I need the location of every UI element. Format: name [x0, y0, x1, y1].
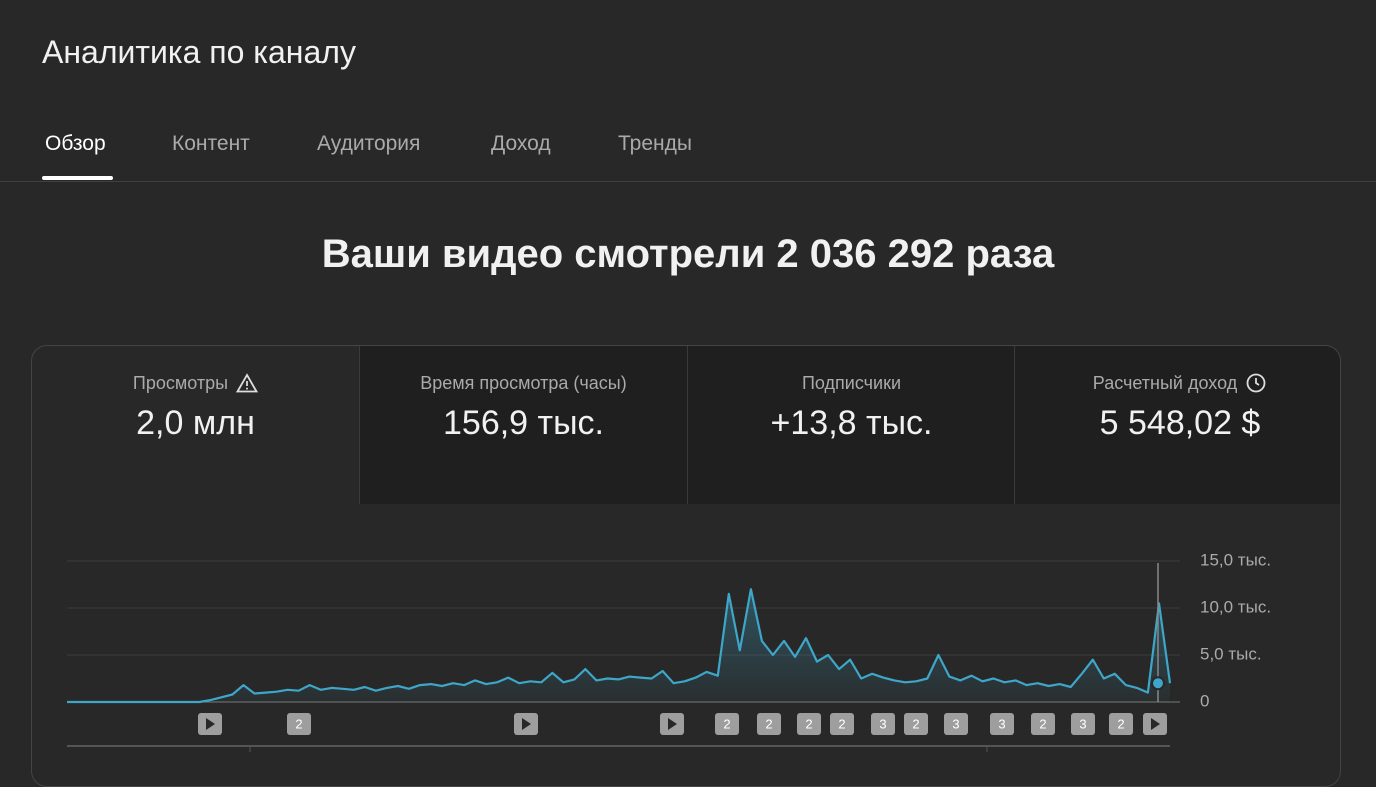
play-icon: [522, 718, 531, 730]
badge-count: 3: [879, 716, 886, 731]
video-badge[interactable]: 2: [715, 713, 739, 735]
metric-label: Расчетный доход: [1092, 372, 1238, 393]
badge-count: 2: [805, 716, 812, 731]
video-badge[interactable]: 3: [1071, 713, 1095, 735]
video-marker[interactable]: [660, 713, 684, 735]
tab[interactable]: Тренды: [618, 132, 692, 155]
metric-value: 156,9 тыс.: [443, 404, 604, 442]
badge-count: 2: [838, 716, 845, 731]
metric[interactable]: Просмотры 2,0 млн: [32, 346, 359, 504]
y-tick-label: 15,0 тыс.: [1200, 550, 1271, 569]
page: Analytics { "header": {"title": "Аналити…: [0, 34, 1376, 787]
badge-count: 3: [1079, 716, 1086, 731]
video-badge[interactable]: 2: [1031, 713, 1055, 735]
line: [67, 588, 1172, 704]
badge-box: [1031, 713, 1055, 735]
badge-box: [287, 713, 311, 735]
badge-box: [990, 713, 1014, 735]
metric[interactable]: Время просмотра (часы) 156,9 тыс.: [359, 346, 687, 504]
tab[interactable]: Обзор: [45, 132, 106, 155]
chart: 0 5,0 тыс. 10,0 тыс. 15,0 тыс. 2 2 2 2 2 3 2 3 3 2 3 2: [67, 550, 1271, 752]
badge-count: 2: [295, 716, 302, 731]
clock-icon: [1246, 373, 1266, 393]
metric-label: Время просмотра (часы): [420, 372, 627, 393]
metric-value: 2,0 млн: [136, 404, 255, 442]
warning-icon: [236, 373, 259, 393]
metric[interactable]: Расчетный доход 5 548,02 $: [1014, 346, 1340, 504]
video-badge[interactable]: 3: [944, 713, 968, 735]
page-title: Аналитика по каналу: [42, 34, 356, 70]
video-marker[interactable]: [198, 713, 222, 735]
badge-count: 2: [1117, 716, 1124, 731]
metric-value: +13,8 тыс.: [770, 404, 933, 442]
hover-point: [1151, 676, 1165, 691]
metric-label: Просмотры: [132, 372, 229, 393]
badge-box: [871, 713, 895, 735]
metric-value: 5 548,02 $: [1099, 404, 1261, 442]
tab[interactable]: Доход: [491, 132, 551, 155]
play-icon: [206, 718, 215, 730]
play-icon: [668, 718, 677, 730]
y-tick-label: 10,0 тыс.: [1200, 597, 1271, 616]
badge-box: [904, 713, 928, 735]
badge-box: [1071, 713, 1095, 735]
video-badge[interactable]: 2: [797, 713, 821, 735]
badge-count: 2: [765, 716, 772, 731]
badge-count: 3: [998, 716, 1005, 731]
metric-label: Подписчики: [801, 372, 902, 393]
analytics-page: Аналитика по каналу Обзор Контент Аудито…: [0, 34, 1376, 787]
video-marker[interactable]: [514, 713, 538, 735]
video-badge[interactable]: 2: [830, 713, 854, 735]
badge-box: [757, 713, 781, 735]
tab[interactable]: Контент: [172, 132, 250, 155]
badge-count: 2: [912, 716, 919, 731]
badge-count: 2: [723, 716, 730, 731]
badge-count: 2: [1039, 716, 1046, 731]
tab[interactable]: Аудитория: [317, 132, 421, 155]
metrics-card: Просмотры 2,0 млн Время просмотра (часы)…: [31, 345, 1341, 787]
y-tick-label: 0: [1200, 691, 1209, 710]
divider: [0, 181, 1376, 182]
y-tick-label: 5,0 тыс.: [1200, 644, 1262, 663]
video-badge[interactable]: 2: [757, 713, 781, 735]
video-badge[interactable]: 2: [287, 713, 311, 735]
video-marker[interactable]: [1143, 713, 1167, 735]
badge-box: [830, 713, 854, 735]
video-badge[interactable]: 3: [871, 713, 895, 735]
area: [67, 589, 1170, 702]
badge-box: [1109, 713, 1133, 735]
badge-box: [797, 713, 821, 735]
video-badge[interactable]: 3: [990, 713, 1014, 735]
metric[interactable]: Подписчики +13,8 тыс.: [687, 346, 1015, 504]
video-badge[interactable]: 2: [1109, 713, 1133, 735]
video-badge[interactable]: 2: [904, 713, 928, 735]
badge-box: [715, 713, 739, 735]
badge-count: 3: [952, 716, 959, 731]
headline: Ваши видео смотрели 2 036 292 раза: [321, 232, 1055, 276]
play-icon: [1151, 718, 1160, 730]
badge-box: [944, 713, 968, 735]
tab-indicator: [42, 176, 113, 180]
